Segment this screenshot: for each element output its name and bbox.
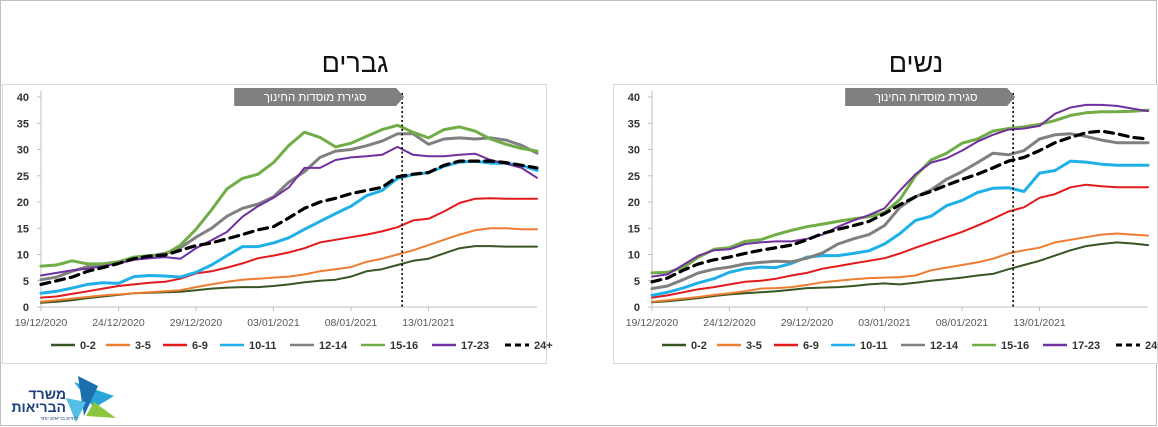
series-line-3-5 bbox=[651, 232, 1149, 303]
y-tick-label: 25 bbox=[628, 171, 640, 183]
y-tick-label: 30 bbox=[628, 145, 640, 157]
legend-label-0-2: 0-2 bbox=[80, 340, 96, 352]
series-line-12-14 bbox=[650, 132, 1150, 291]
x-tick-label: 08/01/2021 bbox=[325, 317, 378, 329]
legend-label-3-5: 3-5 bbox=[135, 340, 151, 352]
closure-annotation-banner bbox=[234, 88, 405, 106]
legend-label-24+: 24+ bbox=[1145, 340, 1158, 352]
chart-women: 0 5 10 15 20 25 30 35 40 19/12/2020 24/12/2020 29/1… bbox=[626, 88, 1158, 352]
series-line-6-9 bbox=[40, 197, 538, 299]
y-tick-label: 0 bbox=[634, 302, 640, 314]
y-tick-label: 20 bbox=[628, 197, 640, 209]
legend-label-17-23: 17-23 bbox=[1072, 340, 1100, 352]
series-line-24+ bbox=[650, 129, 1150, 284]
y-tick-label: 40 bbox=[628, 92, 640, 104]
x-tick-label: 29/12/2020 bbox=[170, 317, 223, 329]
legend-label-15-16: 15-16 bbox=[390, 340, 418, 352]
y-tick-label: 35 bbox=[17, 118, 29, 130]
legend-label-17-23: 17-23 bbox=[461, 340, 489, 352]
logo-emblem-icon bbox=[66, 376, 116, 422]
legend-label-3-5: 3-5 bbox=[746, 340, 762, 352]
chart-men: 0 5 10 15 20 25 30 35 40 19/12/2020 24/12/2020 29/1… bbox=[15, 88, 553, 352]
y-tick-label: 30 bbox=[17, 145, 29, 157]
logo-line-1: משרד bbox=[28, 386, 66, 402]
y-tick-label: 35 bbox=[628, 118, 640, 130]
closure-annotation-label: סגירת מוסדות החינוך bbox=[875, 92, 978, 104]
x-tick-label: 08/01/2021 bbox=[936, 317, 989, 329]
legend-label-0-2: 0-2 bbox=[691, 340, 707, 352]
y-tick-label: 15 bbox=[628, 223, 640, 235]
series-line-6-9 bbox=[651, 183, 1149, 299]
legend-label-6-9: 6-9 bbox=[192, 340, 208, 352]
x-tick-label: 03/01/2021 bbox=[247, 317, 300, 329]
series-line-10-11 bbox=[650, 159, 1150, 297]
chart-panel-men: 0 5 10 15 20 25 30 35 40 19/12/2020 24/12/2020 29/1… bbox=[2, 84, 553, 364]
closure-annotation-label: סגירת מוסדות החינוך bbox=[264, 92, 367, 104]
y-tick-label: 10 bbox=[17, 250, 29, 262]
y-tick-label: 20 bbox=[17, 197, 29, 209]
series-line-0-2 bbox=[651, 241, 1149, 304]
legend-label-12-14: 12-14 bbox=[319, 340, 348, 352]
y-tick-label: 10 bbox=[628, 250, 640, 262]
x-tick-label: 19/12/2020 bbox=[626, 317, 679, 329]
y-tick-label: 0 bbox=[23, 302, 29, 314]
series-line-15-16 bbox=[650, 108, 1150, 275]
logo-line-2: הבריאות bbox=[11, 399, 66, 415]
x-tick-label: 13/01/2021 bbox=[402, 317, 455, 329]
closure-annotation-banner bbox=[845, 88, 1016, 106]
x-tick-label: 24/12/2020 bbox=[92, 317, 145, 329]
chart-title-women: נשים bbox=[888, 48, 944, 78]
y-tick-label: 40 bbox=[17, 92, 29, 104]
series-line-17-23 bbox=[40, 145, 538, 277]
y-tick-label: 5 bbox=[23, 276, 29, 288]
logo-tagline: לחיים בריאים יותר bbox=[40, 416, 78, 422]
legend-label-10-11: 10-11 bbox=[860, 340, 888, 352]
chart-title-men: גברים bbox=[321, 48, 389, 78]
legend-label-15-16: 15-16 bbox=[1001, 340, 1029, 352]
x-tick-label: 13/01/2021 bbox=[1013, 317, 1066, 329]
y-tick-label: 25 bbox=[17, 171, 29, 183]
legend-label-24+: 24+ bbox=[534, 340, 553, 352]
x-tick-label: 24/12/2020 bbox=[703, 317, 756, 329]
series-line-17-23 bbox=[651, 103, 1149, 278]
series-line-24+ bbox=[39, 159, 539, 286]
ministry-of-health-logo: משרד הבריאות לחיים בריאים יותר bbox=[11, 372, 124, 424]
series-line-15-16 bbox=[39, 123, 539, 268]
y-tick-label: 15 bbox=[17, 223, 29, 235]
x-tick-label: 03/01/2021 bbox=[858, 317, 911, 329]
chart-panel-women: 0 5 10 15 20 25 30 35 40 19/12/2020 24/12/2020 29/1… bbox=[613, 84, 1158, 364]
series-line-3-5 bbox=[40, 227, 538, 303]
x-tick-label: 29/12/2020 bbox=[781, 317, 834, 329]
series-line-12-14 bbox=[39, 132, 539, 282]
legend-label-10-11: 10-11 bbox=[249, 340, 277, 352]
logo-wordmark: משרד הבריאות bbox=[11, 386, 66, 415]
legend-label-12-14: 12-14 bbox=[930, 340, 959, 352]
legend-label-6-9: 6-9 bbox=[803, 340, 819, 352]
y-tick-label: 5 bbox=[634, 276, 640, 288]
x-tick-label: 19/12/2020 bbox=[15, 317, 68, 329]
